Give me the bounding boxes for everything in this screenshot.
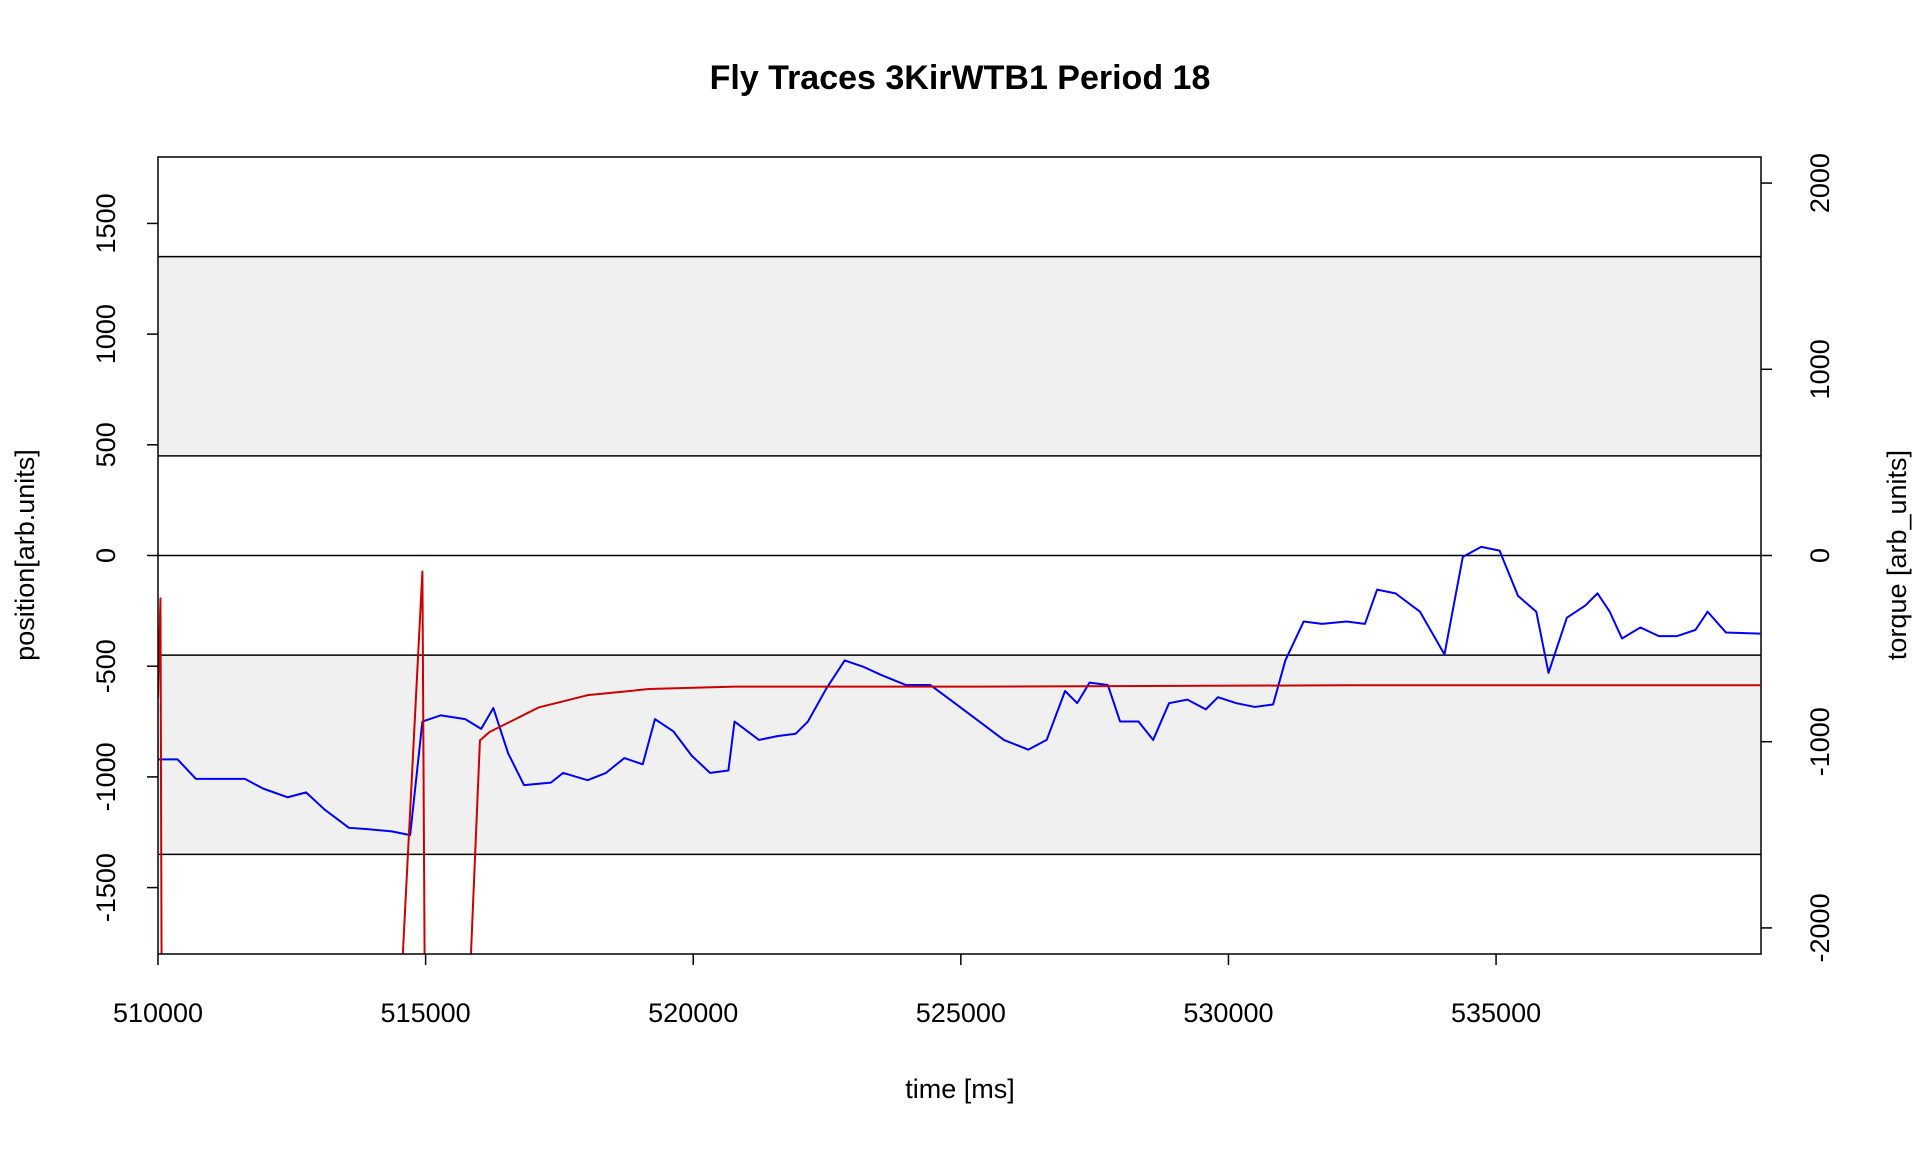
y-tick-label: 0 [91,548,121,563]
band [158,655,1761,855]
y-tick-label: 1500 [91,193,121,253]
data-line [158,545,1761,837]
y-tick-label: 1000 [91,304,121,364]
y2-tick-label: -2000 [1805,893,1835,962]
data-line [158,570,1761,954]
band [158,256,1761,456]
y-tick-label: -500 [91,639,121,693]
chart-title: Fly Traces 3KirWTB1 Period 18 [710,59,1211,97]
y2-tick-label: 0 [1805,548,1835,563]
y-axis-label: position[arb.units] [10,449,40,661]
x-tick-label: 520000 [648,998,738,1028]
x-tick-label: 510000 [113,998,203,1028]
y2-tick-label: 2000 [1805,153,1835,213]
x-tick-label: 525000 [916,998,1006,1028]
x-tick-label: 530000 [1183,998,1273,1028]
y2-tick-label: -1000 [1805,707,1835,776]
y2-axis-label: torque [arb_units] [1882,450,1912,660]
x-tick-label: 535000 [1451,998,1541,1028]
y2-tick-label: 1000 [1805,339,1835,399]
y-tick-label: -1500 [91,853,121,922]
x-axis-label: time [ms] [905,1074,1015,1104]
x-tick-label: 515000 [381,998,471,1028]
y-tick-label: 500 [91,422,121,467]
y-tick-label: -1000 [91,742,121,811]
